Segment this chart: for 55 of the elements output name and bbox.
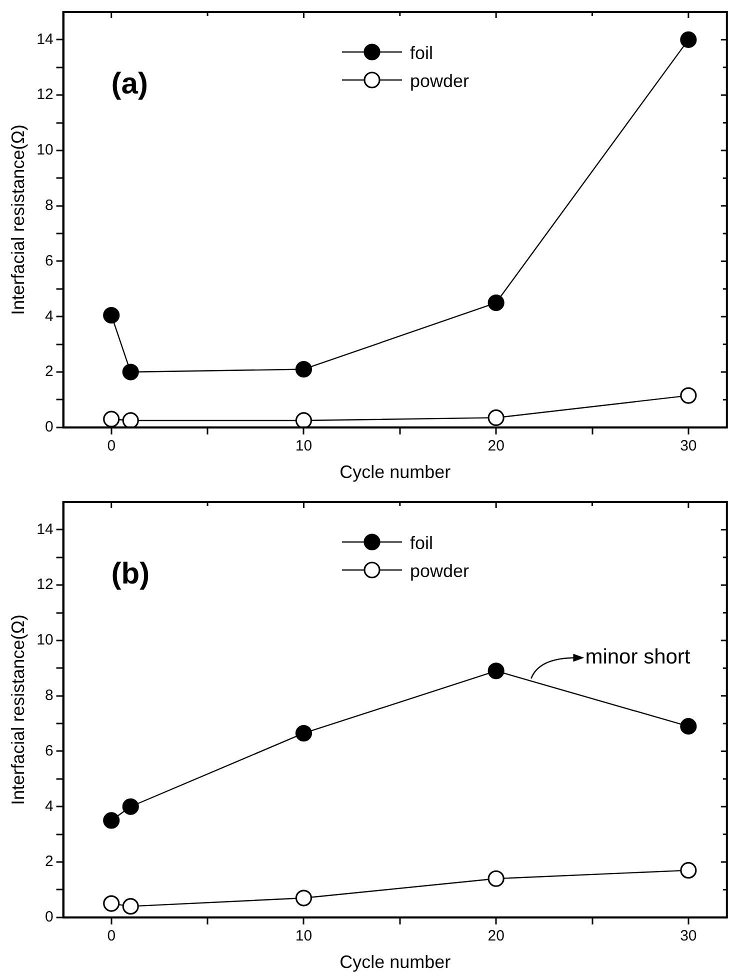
point — [295, 890, 312, 906]
y-axis-title: Interfacial resistance(Ω) — [8, 614, 28, 805]
x-tick-label: 10 — [295, 928, 312, 945]
point — [122, 898, 139, 915]
x-tick-label: 0 — [107, 438, 116, 455]
point — [295, 412, 312, 428]
annotation: minor short — [585, 646, 690, 669]
point — [122, 412, 139, 428]
y-tick-label: 0 — [44, 418, 54, 436]
y-tick-label: 2 — [44, 853, 54, 870]
y-tick-label: 12 — [36, 86, 54, 104]
point — [103, 306, 120, 324]
y-tick-label: 2 — [44, 363, 54, 380]
x-axis-title: Cycle number — [340, 952, 451, 972]
point — [680, 718, 697, 735]
y-tick-label: 4 — [44, 308, 54, 325]
x-tick-label: 0 — [107, 928, 116, 945]
y-tick-label: 6 — [44, 742, 54, 760]
point — [103, 812, 120, 829]
point — [122, 364, 139, 380]
point — [488, 662, 504, 680]
point — [488, 870, 504, 887]
point — [488, 409, 504, 426]
x-tick-label: 10 — [295, 438, 312, 455]
point — [680, 862, 697, 879]
y-tick-label: 12 — [36, 576, 54, 594]
y-tick-label: 8 — [44, 196, 54, 214]
x-tick-label: 20 — [488, 928, 504, 945]
x-axis-title: Cycle number — [340, 462, 451, 482]
legend-label: foil — [410, 532, 434, 553]
y-tick-label: 4 — [44, 798, 54, 815]
y-tick-label: 14 — [36, 520, 54, 538]
x-tick-label: 30 — [680, 438, 697, 455]
point — [103, 895, 120, 912]
x-tick-label: 30 — [680, 928, 697, 945]
y-tick-label: 6 — [44, 252, 54, 270]
point — [122, 798, 139, 815]
point — [103, 410, 120, 428]
point — [295, 724, 312, 742]
y-tick-label: 10 — [36, 142, 54, 159]
legend-label: powder — [410, 560, 470, 581]
x-tick-label: 20 — [488, 438, 504, 455]
y-tick-label: 0 — [44, 908, 54, 926]
annotation: (a) — [111, 67, 148, 100]
legend-label: powder — [410, 70, 470, 91]
point — [295, 360, 312, 378]
annotation: (b) — [111, 557, 150, 590]
y-tick-label: 10 — [36, 632, 54, 649]
y-tick-label: 14 — [36, 30, 54, 48]
y-axis-title: Interfacial resistance(Ω) — [8, 124, 28, 315]
point — [680, 387, 697, 404]
legend-label: foil — [410, 42, 434, 63]
point — [488, 294, 504, 312]
point — [680, 31, 697, 48]
y-tick-label: 8 — [44, 686, 54, 704]
